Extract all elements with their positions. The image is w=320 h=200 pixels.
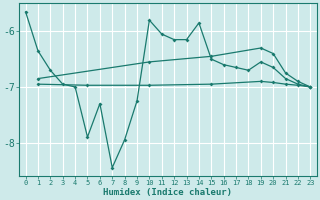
X-axis label: Humidex (Indice chaleur): Humidex (Indice chaleur) — [103, 188, 232, 197]
